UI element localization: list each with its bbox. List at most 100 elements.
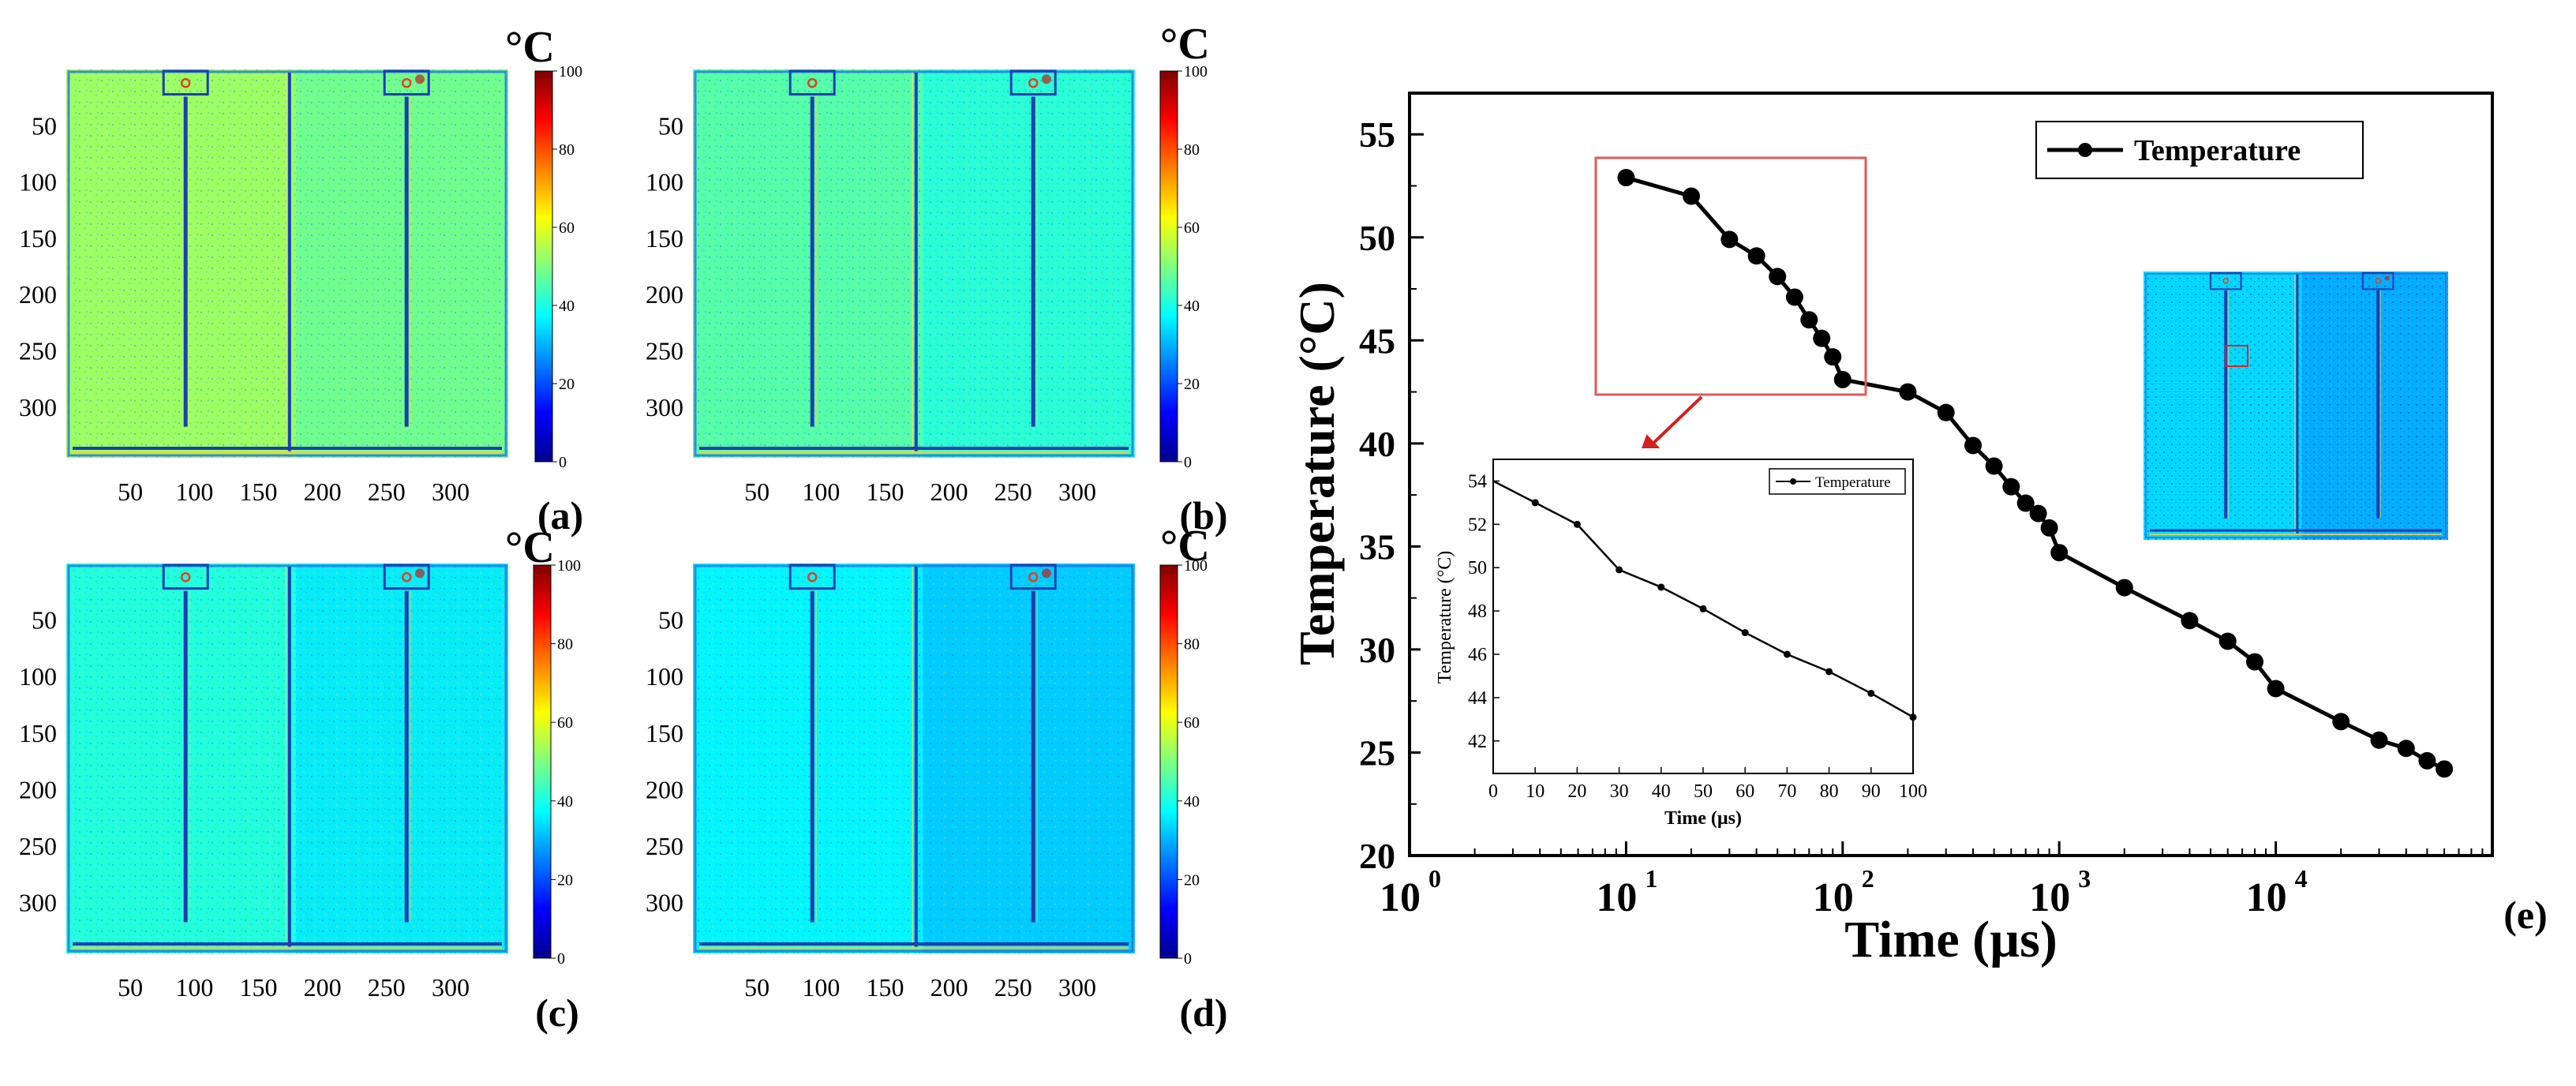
main-data-point	[1985, 457, 2003, 475]
heatmap-x-tick: 250	[994, 973, 1032, 1002]
inset-legend-label: Temperature	[1815, 474, 1891, 491]
main-data-point	[2016, 494, 2035, 512]
inset-x-tick-label: 80	[1820, 781, 1839, 802]
main-x-tick-label: 10	[2029, 875, 2070, 920]
inset-x-tick-label: 40	[1652, 781, 1671, 802]
main-y-tick-label: 30	[1359, 630, 1395, 670]
heatmap-x-tick: 200	[304, 477, 342, 506]
colorbar	[1159, 564, 1178, 959]
colorbar-tick: 100	[1184, 557, 1208, 575]
main-data-point	[2002, 477, 2020, 496]
inset-background	[1421, 448, 1938, 800]
inset-x-axis-label: Time (µs)	[1664, 808, 1742, 829]
main-y-tick-label: 35	[1359, 526, 1395, 567]
heatmap-x-tick: 300	[432, 973, 470, 1002]
inset-data-point	[1909, 713, 1917, 721]
colorbar-tick: 40	[557, 793, 573, 811]
main-x-tick-exponent: 2	[1862, 864, 1874, 893]
main-x-tick-exponent: 0	[1428, 864, 1441, 893]
colorbar-tick: 80	[1184, 636, 1200, 653]
colorbar-tick: 20	[559, 376, 575, 393]
colorbar-tick: 0	[1184, 950, 1192, 968]
inset-x-tick-label: 30	[1610, 781, 1629, 802]
inset-data-point	[1783, 650, 1791, 658]
heatmap-y-tick: 250	[19, 337, 57, 365]
main-data-point	[1800, 311, 1818, 329]
main-series-temperature	[1617, 169, 2454, 778]
main-data-point	[1769, 268, 1787, 286]
panel-label-a: (a)	[537, 493, 583, 537]
colorbar-tick: 20	[1184, 871, 1200, 889]
inset-data-point	[1657, 583, 1665, 591]
colorbar	[1159, 70, 1178, 462]
inset-y-tick-label: 52	[1468, 515, 1487, 535]
colorbar-unit: °C	[1160, 522, 1210, 571]
colorbar-tick: 100	[559, 63, 582, 81]
inset-chart: 0 10 20 30 40 50 60 70 80 90 100 42 44 46 48 50 52 54 Tem…	[1421, 448, 1938, 829]
main-data-point	[2246, 653, 2264, 671]
colorbar-tick: 20	[1184, 376, 1200, 393]
main-y-tick-label: 50	[1359, 218, 1395, 258]
heatmap-x-tick: 100	[802, 477, 840, 506]
inset-y-tick-label: 54	[1468, 471, 1487, 492]
colorbar-unit: °C	[505, 23, 555, 72]
heatmap-x-tick: 150	[239, 477, 277, 506]
heatmap-x-tick: 250	[994, 477, 1032, 506]
colorbar-tick: 40	[1184, 793, 1200, 811]
inset-y-tick-label: 42	[1468, 732, 1487, 752]
panel-label-e: (e)	[2503, 893, 2548, 937]
colorbar-tick: 60	[559, 219, 575, 237]
main-y-tick-label: 45	[1359, 320, 1395, 361]
inset-x-tick-label: 70	[1777, 781, 1796, 802]
main-data-point	[1683, 187, 1701, 205]
heatmap-y-tick: 50	[658, 606, 683, 635]
heatmap-y-tick: 100	[646, 168, 683, 197]
main-data-point	[2218, 632, 2237, 650]
main-data-point	[2181, 612, 2199, 630]
main-data-point	[2029, 504, 2047, 522]
main-data-point	[2418, 751, 2436, 770]
inset-y-tick-label: 46	[1468, 645, 1487, 665]
colorbar	[533, 564, 552, 959]
main-data-point	[2436, 760, 2454, 778]
main-y-axis-label: Temperature (°C)	[1289, 282, 1345, 665]
main-data-point	[1899, 383, 1917, 401]
panel-label-b: (b)	[1179, 493, 1227, 537]
heatmap-y-tick: 50	[658, 111, 683, 140]
heatmap-x-tick: 200	[304, 973, 342, 1002]
heatmap-y-tick: 100	[19, 662, 57, 691]
heatmap-y-tick: 150	[646, 224, 683, 253]
heatmap-y-tick: 100	[646, 662, 683, 691]
heatmap-image-d	[693, 564, 1135, 953]
heatmap-y-tick: 300	[646, 393, 683, 421]
inset-axes: 0 10 20 30 40 50 60 70 80 90 100 42 44 46 48 50 52 54	[1468, 471, 1927, 802]
main-x-tick-exponent: 1	[1645, 864, 1657, 893]
main-y-tick-label: 55	[1359, 114, 1395, 155]
main-x-tick-label: 10	[1380, 875, 1421, 920]
heatmap-panels: 50 100 150 200 250 30050100150200250300020406…	[19, 20, 1228, 1035]
inset-x-tick-label: 50	[1694, 781, 1713, 802]
inset-y-tick-label: 50	[1468, 558, 1487, 579]
colorbar-tick: 80	[1184, 141, 1200, 159]
main-data-point	[1813, 329, 1831, 347]
heatmap-x-tick: 100	[175, 477, 213, 506]
main-data-point	[2267, 680, 2285, 698]
heatmap-x-tick: 100	[175, 973, 213, 1002]
heatmap-y-tick: 150	[19, 719, 57, 747]
zoom-arrow	[1638, 395, 1703, 458]
main-data-point	[2397, 740, 2415, 758]
heatmap-x-tick: 250	[368, 973, 406, 1002]
heatmap-y-tick: 300	[646, 889, 683, 917]
thermal-image	[2144, 272, 2448, 540]
main-data-point	[1747, 247, 1765, 265]
main-data-point	[2040, 519, 2058, 537]
heatmap-panel-b: 50 100 150 200 250 300 50 100 150 200 250 300 0 20 40 6…	[646, 20, 1228, 537]
heatmap-y-tick: 300	[19, 889, 57, 917]
inset-data-point	[1741, 629, 1749, 637]
inset-y-tick-label: 44	[1468, 688, 1487, 709]
heatmap-x-tick: 50	[744, 477, 769, 506]
thermal-image-device	[2144, 272, 2448, 540]
colorbar-tick: 0	[1184, 454, 1192, 471]
